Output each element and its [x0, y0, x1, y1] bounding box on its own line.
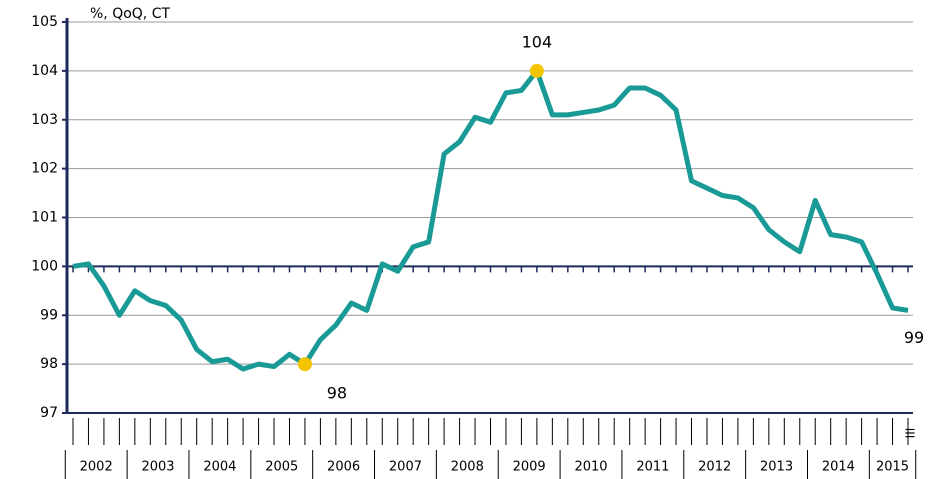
- x-tick-label: III: [904, 428, 918, 439]
- y-axis-label: %, QoQ, CT: [90, 6, 170, 22]
- data-label: 104: [522, 32, 553, 51]
- x-year-label: 2007: [389, 460, 422, 475]
- y-tick-label: 100: [31, 258, 58, 274]
- x-year-label: 2013: [760, 460, 793, 475]
- x-year-label: 2004: [203, 460, 236, 475]
- y-tick-label: 104: [31, 63, 58, 79]
- y-tick-label: 98: [40, 356, 58, 372]
- x-year-label: 2010: [574, 460, 607, 475]
- y-tick-label: 99: [40, 307, 58, 323]
- data-label: 98: [327, 384, 347, 403]
- x-year-label: 2014: [822, 460, 855, 475]
- x-year-label: 2015: [876, 460, 909, 475]
- marker: [529, 63, 544, 78]
- x-year-label: 2009: [513, 460, 546, 475]
- x-year-label: 2008: [451, 460, 484, 475]
- data-label: 99: [904, 328, 924, 347]
- x-year-label: 2005: [265, 460, 298, 475]
- line: [72, 68, 909, 372]
- y-tick-label: 101: [31, 210, 58, 226]
- y-tick-label: 102: [31, 161, 58, 177]
- x-year-label: 2003: [141, 460, 174, 475]
- x-year-label: 2006: [327, 460, 360, 475]
- marker: [297, 357, 312, 372]
- x-year-label: 2002: [80, 460, 113, 475]
- x-year-label: 2012: [698, 460, 731, 475]
- y-tick-label: 105: [31, 14, 58, 30]
- y-tick-label: 103: [31, 112, 58, 128]
- x-year-label: 2011: [636, 460, 669, 475]
- y-tick-label: 97: [40, 405, 58, 421]
